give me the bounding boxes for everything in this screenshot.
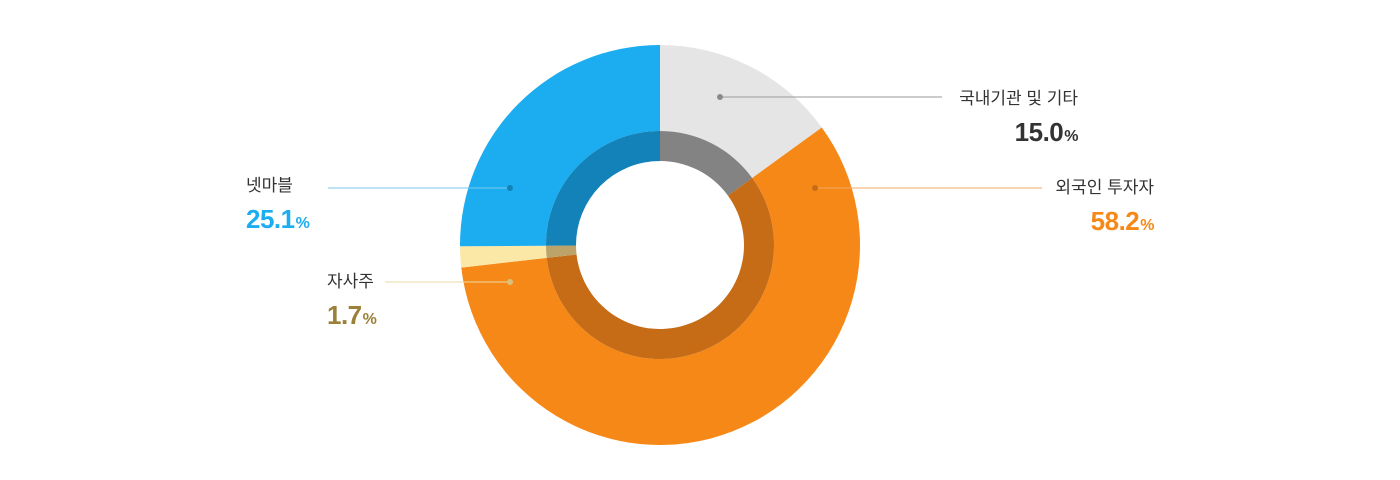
label-foreign-investors-value-row: 58.2% <box>1055 206 1155 241</box>
label-domestic-institutions-value-row: 15.0% <box>959 117 1079 152</box>
slice-domestic-institutions <box>660 45 822 178</box>
label-domestic-institutions: 국내기관 및 기타 15.0% <box>959 89 1078 152</box>
slice-treasury-stock <box>460 245 547 268</box>
inner-ring-foreign-investors <box>546 177 774 359</box>
label-treasury-stock-value-row: 1.7% <box>327 300 377 335</box>
label-foreign-investors-name: 외국인 투자자 <box>1055 178 1154 197</box>
label-domestic-institutions-name: 국내기관 및 기타 <box>959 89 1078 108</box>
inner-ring-domestic-institutions <box>660 131 753 196</box>
slice-netmarble <box>460 45 660 247</box>
label-netmarble-value-row: 25.1% <box>246 204 310 239</box>
label-foreign-investors: 외국인 투자자 58.2% <box>1055 178 1154 241</box>
label-domestic-institutions-unit: % <box>1064 128 1078 145</box>
label-treasury-stock: 자사주 1.7% <box>327 272 377 335</box>
label-treasury-stock-value: 1.7 <box>327 300 362 330</box>
label-netmarble-unit: % <box>295 215 310 232</box>
leader-dot-foreign-investors <box>812 185 818 191</box>
inner-ring-netmarble <box>546 130 660 246</box>
label-treasury-stock-unit: % <box>362 311 377 328</box>
label-foreign-investors-unit: % <box>1140 217 1154 234</box>
inner-ring-treasury-stock <box>546 245 577 258</box>
label-treasury-stock-name: 자사주 <box>327 272 374 291</box>
leader-dot-treasury-stock <box>507 279 513 285</box>
leader-dot-netmarble <box>507 185 513 191</box>
label-domestic-institutions-value: 15.0 <box>1014 117 1064 147</box>
label-netmarble: 넷마블 25.1% <box>246 176 310 239</box>
slice-foreign-investors <box>461 127 860 446</box>
label-netmarble-value: 25.1 <box>246 204 295 234</box>
label-netmarble-name: 넷마블 <box>246 176 293 195</box>
leader-dot-domestic-institutions <box>717 94 723 100</box>
label-foreign-investors-value: 58.2 <box>1090 206 1140 236</box>
